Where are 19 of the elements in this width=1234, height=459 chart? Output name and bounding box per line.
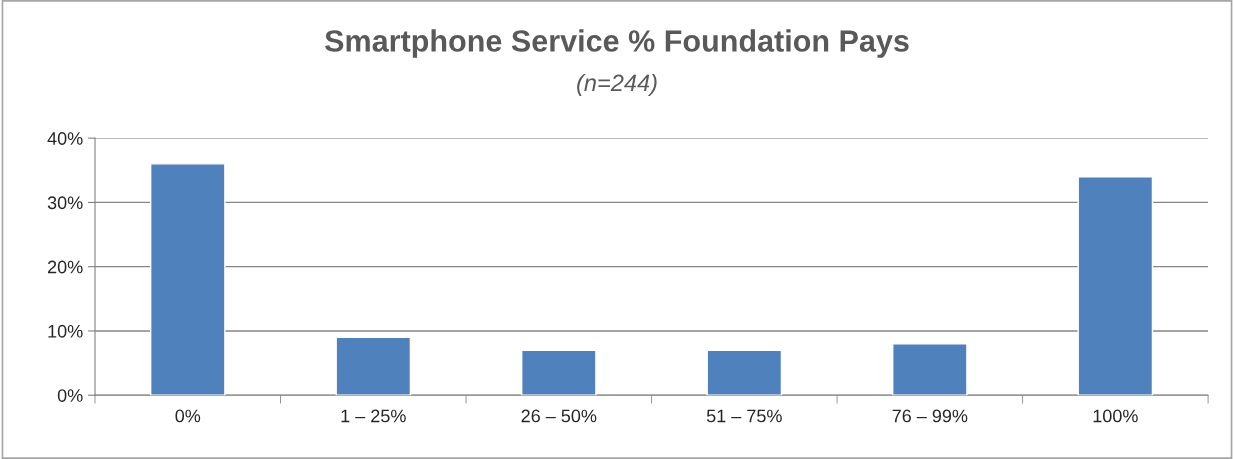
x-tick-label: 1 – 25% (341, 409, 406, 423)
chart-subtitle: (n=244) (577, 73, 657, 96)
bar (335, 336, 412, 396)
x-tick-label: 76 – 99% (892, 409, 968, 423)
x-tick-label: 51 – 75% (706, 409, 782, 423)
y-tick-label: 40% (47, 132, 83, 145)
y-tick-label: 10% (48, 324, 83, 338)
bar (1077, 176, 1154, 396)
x-tick-label: 26 – 50% (521, 409, 597, 423)
bar (149, 163, 226, 396)
x-tick-label: 100% (1093, 409, 1138, 423)
y-tick-label: 0% (57, 389, 83, 402)
bar (520, 349, 597, 396)
y-tick-label: 20% (47, 260, 83, 274)
x-tick-label: 0% (175, 409, 201, 423)
bar (892, 343, 968, 396)
chart-title: Smartphone Service % Foundation Pays (325, 29, 909, 58)
y-tick-label: 30% (47, 196, 83, 210)
bar (706, 349, 783, 396)
